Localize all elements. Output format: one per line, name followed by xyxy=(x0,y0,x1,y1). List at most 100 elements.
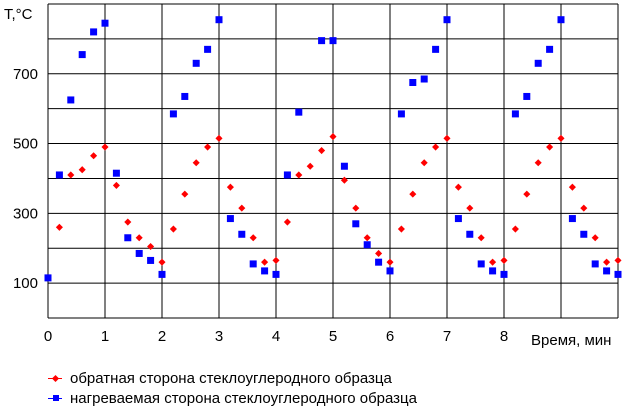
legend-item-back-side: обратная сторона стеклоуглеродного образ… xyxy=(48,368,608,388)
data-point-diamond xyxy=(135,234,143,242)
data-point-diamond xyxy=(363,234,371,242)
x-tick-label: 1 xyxy=(101,328,109,345)
data-point-square xyxy=(295,108,303,116)
data-point-diamond xyxy=(306,162,314,170)
data-point-square xyxy=(169,110,177,118)
x-tick-label: 5 xyxy=(329,328,337,345)
data-point-diamond xyxy=(443,134,451,142)
data-point-square xyxy=(329,37,337,45)
data-point-square xyxy=(477,260,485,268)
y-axis-title: T,°C xyxy=(4,6,33,23)
axes xyxy=(47,4,618,319)
data-point-diamond xyxy=(249,234,257,242)
data-point-square xyxy=(420,75,428,83)
data-point-square xyxy=(363,241,371,249)
data-point-diamond xyxy=(489,258,497,266)
data-point-diamond xyxy=(112,181,120,189)
data-point-square xyxy=(614,270,622,278)
data-point-square xyxy=(147,256,155,264)
grid-lines xyxy=(48,3,619,318)
data-point-square xyxy=(397,110,405,118)
x-tick-label: 7 xyxy=(443,328,451,345)
series-heated-side xyxy=(44,16,622,282)
data-point-diamond xyxy=(238,204,246,212)
data-point-square xyxy=(375,258,383,266)
data-point-diamond xyxy=(272,256,280,264)
data-point-diamond xyxy=(78,166,86,174)
series-back-side xyxy=(55,133,622,266)
data-point-diamond xyxy=(420,159,428,167)
data-point-square xyxy=(603,267,611,275)
data-point-diamond xyxy=(124,218,132,226)
data-point-square xyxy=(523,92,531,100)
data-point-diamond xyxy=(340,176,348,184)
data-point-diamond xyxy=(523,190,531,198)
data-point-diamond xyxy=(500,256,508,264)
data-point-diamond xyxy=(318,146,326,155)
data-point-diamond xyxy=(568,183,576,191)
data-point-diamond xyxy=(283,218,291,226)
legend-item-heated-side: нагреваемая сторона стеклоуглеродного об… xyxy=(48,388,608,408)
data-point-diamond xyxy=(158,258,166,266)
data-point-square xyxy=(466,230,474,238)
data-point-square xyxy=(112,169,120,177)
x-tick-label: 4 xyxy=(272,328,280,345)
data-point-diamond xyxy=(546,143,554,151)
data-point-diamond xyxy=(580,204,588,212)
data-point-square xyxy=(67,96,75,104)
data-point-square xyxy=(158,270,166,278)
data-point-diamond xyxy=(534,159,542,167)
data-point-square xyxy=(124,234,132,242)
y-tick-label: 100 xyxy=(13,275,38,292)
data-point-square xyxy=(340,162,348,170)
data-point-square xyxy=(500,270,508,278)
data-point-diamond xyxy=(352,204,360,212)
data-point-diamond xyxy=(181,190,189,198)
y-tick-label: 300 xyxy=(13,205,38,222)
x-tick-label: 0 xyxy=(44,328,52,345)
data-point-square xyxy=(192,59,200,67)
data-point-square xyxy=(443,16,451,24)
x-tick-label: 6 xyxy=(386,328,394,345)
data-point-square xyxy=(432,45,440,53)
data-point-diamond xyxy=(386,258,394,266)
x-tick-label: 2 xyxy=(158,328,166,345)
y-tick-label: 700 xyxy=(13,66,38,83)
data-point-diamond xyxy=(614,256,622,264)
data-point-diamond xyxy=(454,183,462,191)
data-point-diamond xyxy=(101,143,109,151)
legend-marker-blue-square-icon xyxy=(48,388,62,408)
data-point-diamond xyxy=(90,152,98,160)
data-point-square xyxy=(511,110,519,118)
data-point-diamond xyxy=(477,234,485,242)
data-point-diamond xyxy=(466,204,474,212)
data-point-square xyxy=(90,28,98,36)
data-point-square xyxy=(44,274,52,282)
data-point-diamond xyxy=(557,134,565,142)
data-point-square xyxy=(352,220,360,228)
data-point-square xyxy=(591,260,599,268)
data-series xyxy=(44,16,622,282)
data-point-diamond xyxy=(226,183,234,191)
legend: обратная сторона стеклоуглеродного образ… xyxy=(48,368,608,408)
data-point-diamond xyxy=(204,143,212,151)
data-point-square xyxy=(489,267,497,275)
data-point-square xyxy=(249,260,257,268)
data-point-square xyxy=(546,45,554,53)
tick-labels: 0 1 2 3 4 5 6 7 8 100 300 500 700 xyxy=(13,66,508,345)
data-point-square xyxy=(238,230,246,238)
data-point-square xyxy=(318,37,326,45)
data-point-square xyxy=(101,19,109,27)
y-tick-label: 500 xyxy=(13,136,38,153)
x-axis-title: Время, мин xyxy=(531,332,611,349)
legend-marker-red-diamond-icon xyxy=(48,368,62,388)
data-point-square xyxy=(283,171,291,179)
data-point-diamond xyxy=(409,190,417,198)
data-point-square xyxy=(454,215,462,223)
x-tick-label: 3 xyxy=(215,328,223,345)
legend-label: обратная сторона стеклоуглеродного образ… xyxy=(70,369,392,387)
data-point-diamond xyxy=(55,223,63,231)
data-point-square xyxy=(204,45,212,53)
data-point-diamond xyxy=(215,134,223,142)
